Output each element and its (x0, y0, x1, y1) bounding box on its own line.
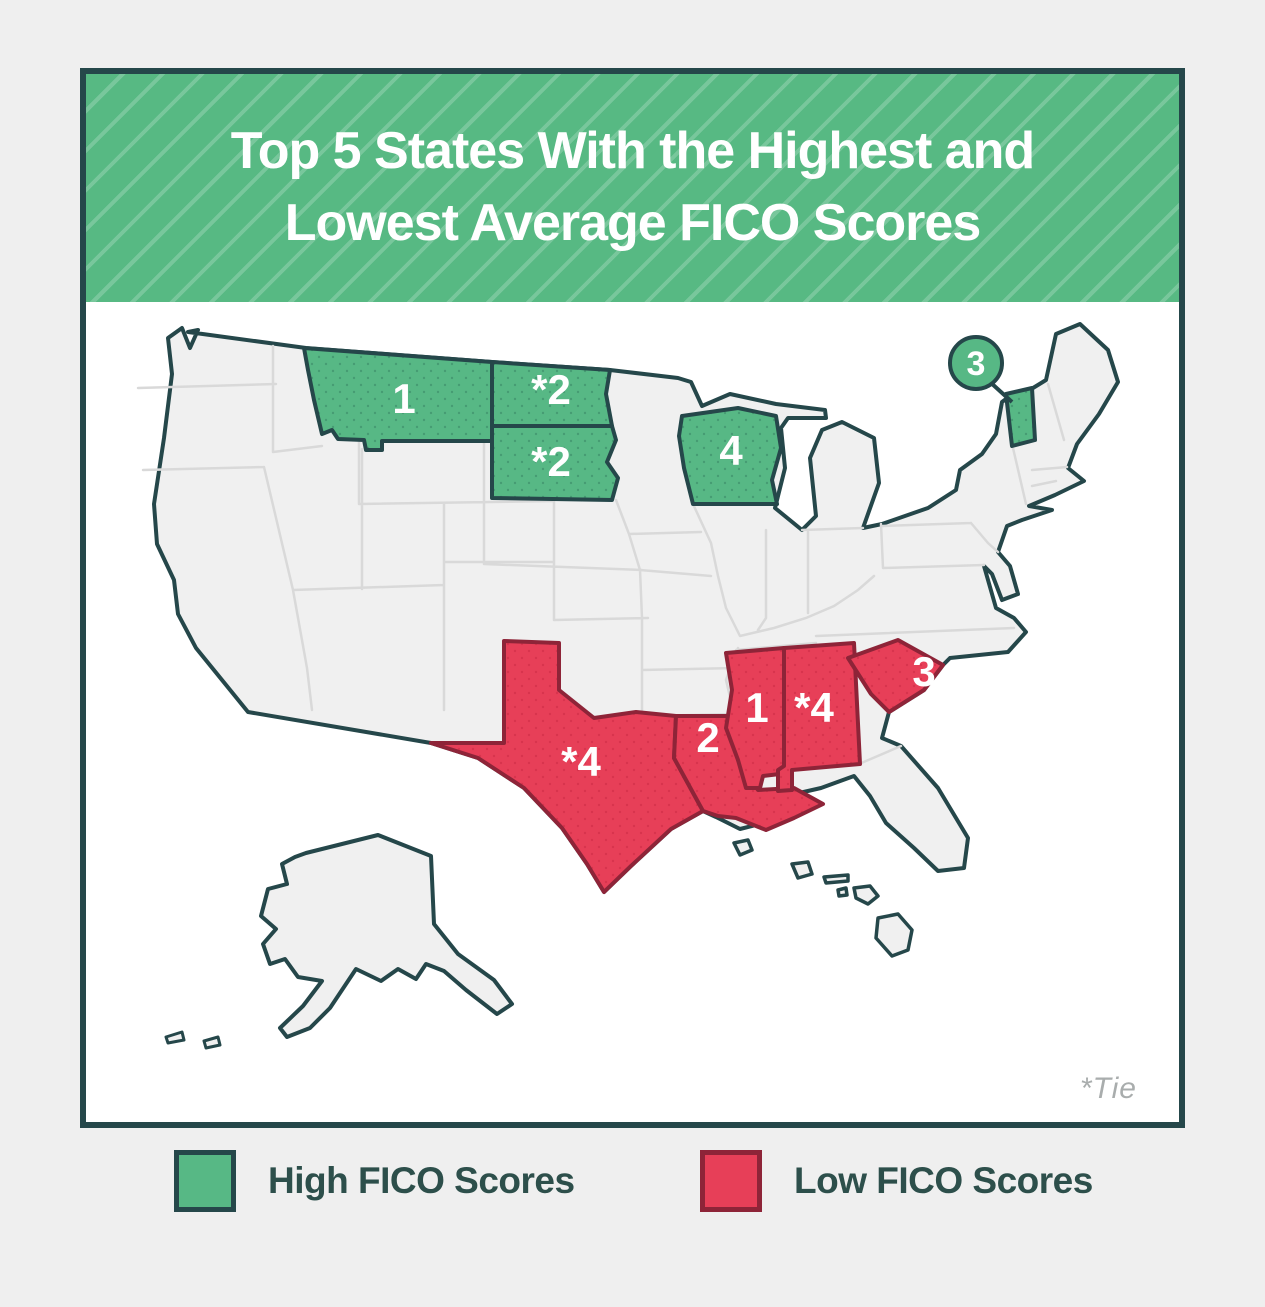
title-line-2: Lowest Average FICO Scores (284, 194, 982, 252)
low-fico-swatch (700, 1150, 762, 1212)
rank-label-south-dakota: *2 (531, 438, 571, 485)
state-south-carolina (846, 638, 945, 714)
rank-label-mississippi: 1 (745, 684, 768, 731)
infographic-card: Top 5 States With the Highest and Lowest… (80, 68, 1185, 1128)
header-banner: Top 5 States With the Highest and Lowest… (86, 74, 1179, 302)
rank-label-montana: 1 (392, 375, 415, 422)
title-line-1: Top 5 States With the Highest and (230, 122, 1035, 181)
legend-item-high: High FICO Scores (174, 1150, 575, 1212)
us-map-area: 1 *2 *2 4 3 *4 2 1 *4 3 *Tie (86, 302, 1179, 1122)
tie-footnote: *Tie (1079, 1072, 1137, 1105)
rank-label-north-dakota: *2 (531, 366, 571, 413)
rank-label-vermont: 3 (967, 345, 986, 383)
state-south-dakota (490, 424, 620, 502)
rank-label-alabama: *4 (794, 684, 834, 731)
aleutian-islands (164, 1030, 222, 1050)
rank-label-louisiana: 2 (696, 714, 719, 761)
rank-label-wisconsin: 4 (719, 427, 743, 474)
rank-label-texas: *4 (561, 738, 601, 785)
infographic-title: Top 5 States With the Highest and Lowest… (191, 116, 1074, 260)
state-alabama (776, 641, 862, 793)
state-texas (429, 639, 705, 894)
legend-item-low: Low FICO Scores (700, 1150, 1093, 1212)
vermont-callout-line (988, 380, 1014, 404)
state-hawaii (732, 838, 914, 958)
vermont-callout-circle (948, 335, 1004, 391)
legend: High FICO Scores Low FICO Scores (0, 1150, 1265, 1230)
high-fico-swatch (174, 1150, 236, 1212)
state-vermont (1004, 386, 1037, 448)
rank-label-south-carolina: 3 (912, 648, 935, 695)
state-north-dakota (490, 360, 614, 428)
state-alaska (259, 833, 514, 1039)
high-fico-label: High FICO Scores (268, 1160, 575, 1201)
low-fico-label: Low FICO Scores (794, 1160, 1093, 1201)
state-wisconsin (677, 406, 783, 506)
us-map: 1 *2 *2 4 3 *4 2 1 *4 3 (136, 322, 1120, 1050)
